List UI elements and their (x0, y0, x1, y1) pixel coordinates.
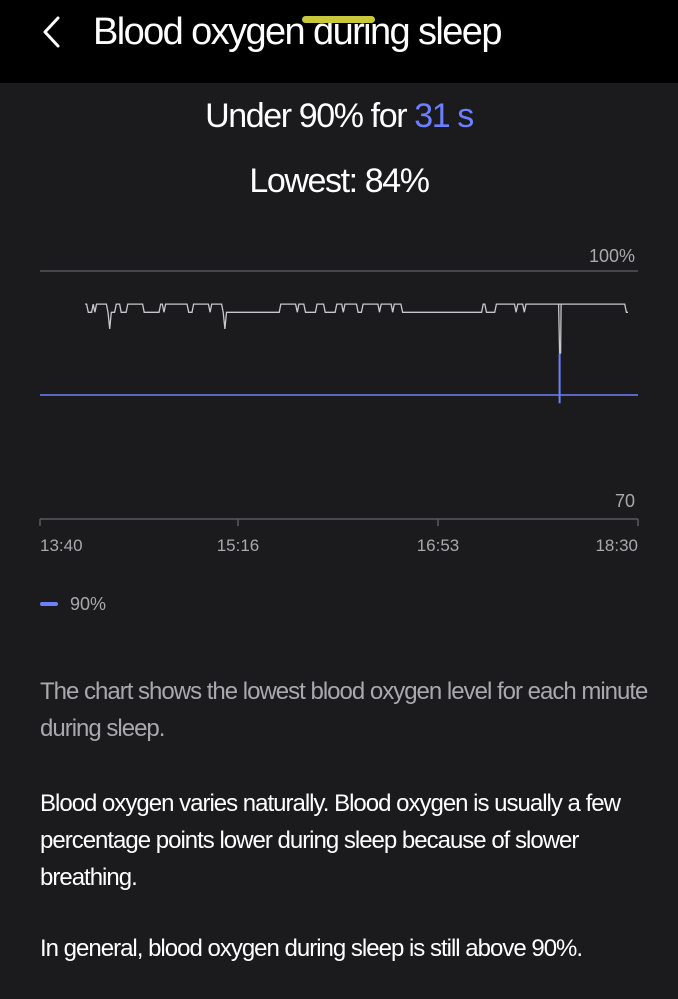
threshold-legend-label: 90% (70, 593, 107, 614)
back-button[interactable] (30, 10, 74, 54)
under-threshold-prefix: Under 90% for (205, 97, 415, 135)
app-header: Blood oxygen during sleep (0, 0, 678, 83)
under-threshold-duration: 31 s (414, 97, 474, 135)
scroll-indicator (302, 16, 375, 23)
x-tick-label-16-53: 16:53 (417, 536, 460, 555)
blood-oxygen-series-line (85, 303, 628, 354)
lowest-value-summary: Lowest: 84% (249, 162, 430, 200)
chevron-left-icon (43, 16, 60, 48)
info-paragraph-general: In general, blood oxygen during sleep is… (40, 935, 583, 962)
page-title: Blood oxygen during sleep (93, 11, 502, 53)
x-tick-label-13-40: 13:40 (40, 536, 83, 555)
chart-legend: 90% (40, 592, 106, 616)
blood-oxygen-chart: 100% 70 13:40 15:16 16:53 18:30 (39, 246, 639, 555)
y-tick-label-bottom: 70 (615, 491, 635, 511)
info-paragraph-variation: Blood oxygen varies naturally. Blood oxy… (40, 790, 621, 891)
y-tick-label-top: 100% (589, 246, 635, 266)
x-tick-label-15-16: 15:16 (217, 536, 260, 555)
under-threshold-summary: Under 90% for 31 s (0, 97, 678, 136)
x-tick-label-18-30: 18:30 (595, 536, 638, 555)
chart-description: The chart shows the lowest blood oxygen … (40, 678, 648, 742)
threshold-legend-swatch (40, 602, 58, 606)
